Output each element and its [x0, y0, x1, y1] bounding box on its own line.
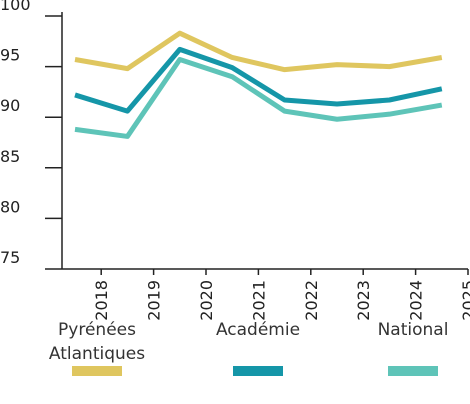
legend-swatch	[388, 366, 438, 376]
legend-swatch	[72, 366, 122, 376]
legend-label: National	[377, 320, 449, 340]
series-line	[74, 57, 443, 139]
x-tick-label: 2022	[302, 280, 321, 321]
y-tick-label: 80	[0, 197, 20, 216]
series-line	[74, 30, 443, 73]
x-tick-label: 2018	[92, 280, 111, 321]
chart: 75 80 85 90 95 100 2018 2019 2020 2021 2022 2023 202…	[0, 0, 470, 321]
x-tick-label: 2024	[407, 280, 426, 321]
x-tick-label: 2023	[354, 280, 373, 321]
x-tick-label: 2021	[249, 280, 268, 321]
legend-label: Académie	[215, 320, 301, 340]
legend-label: Pyrénées Atlantiques	[48, 320, 146, 364]
x-tick-label: 2020	[197, 280, 216, 321]
x-tick-label: 2025	[459, 280, 470, 321]
y-tick-label: 85	[0, 147, 20, 166]
y-tick-label: 90	[0, 96, 20, 115]
legend-swatch	[233, 366, 283, 376]
y-tick-label: 100	[0, 0, 31, 14]
x-tick-label: 2019	[145, 280, 164, 321]
y-tick-label: 75	[0, 248, 20, 267]
series-line	[74, 46, 443, 114]
y-tick-label: 95	[0, 46, 20, 65]
